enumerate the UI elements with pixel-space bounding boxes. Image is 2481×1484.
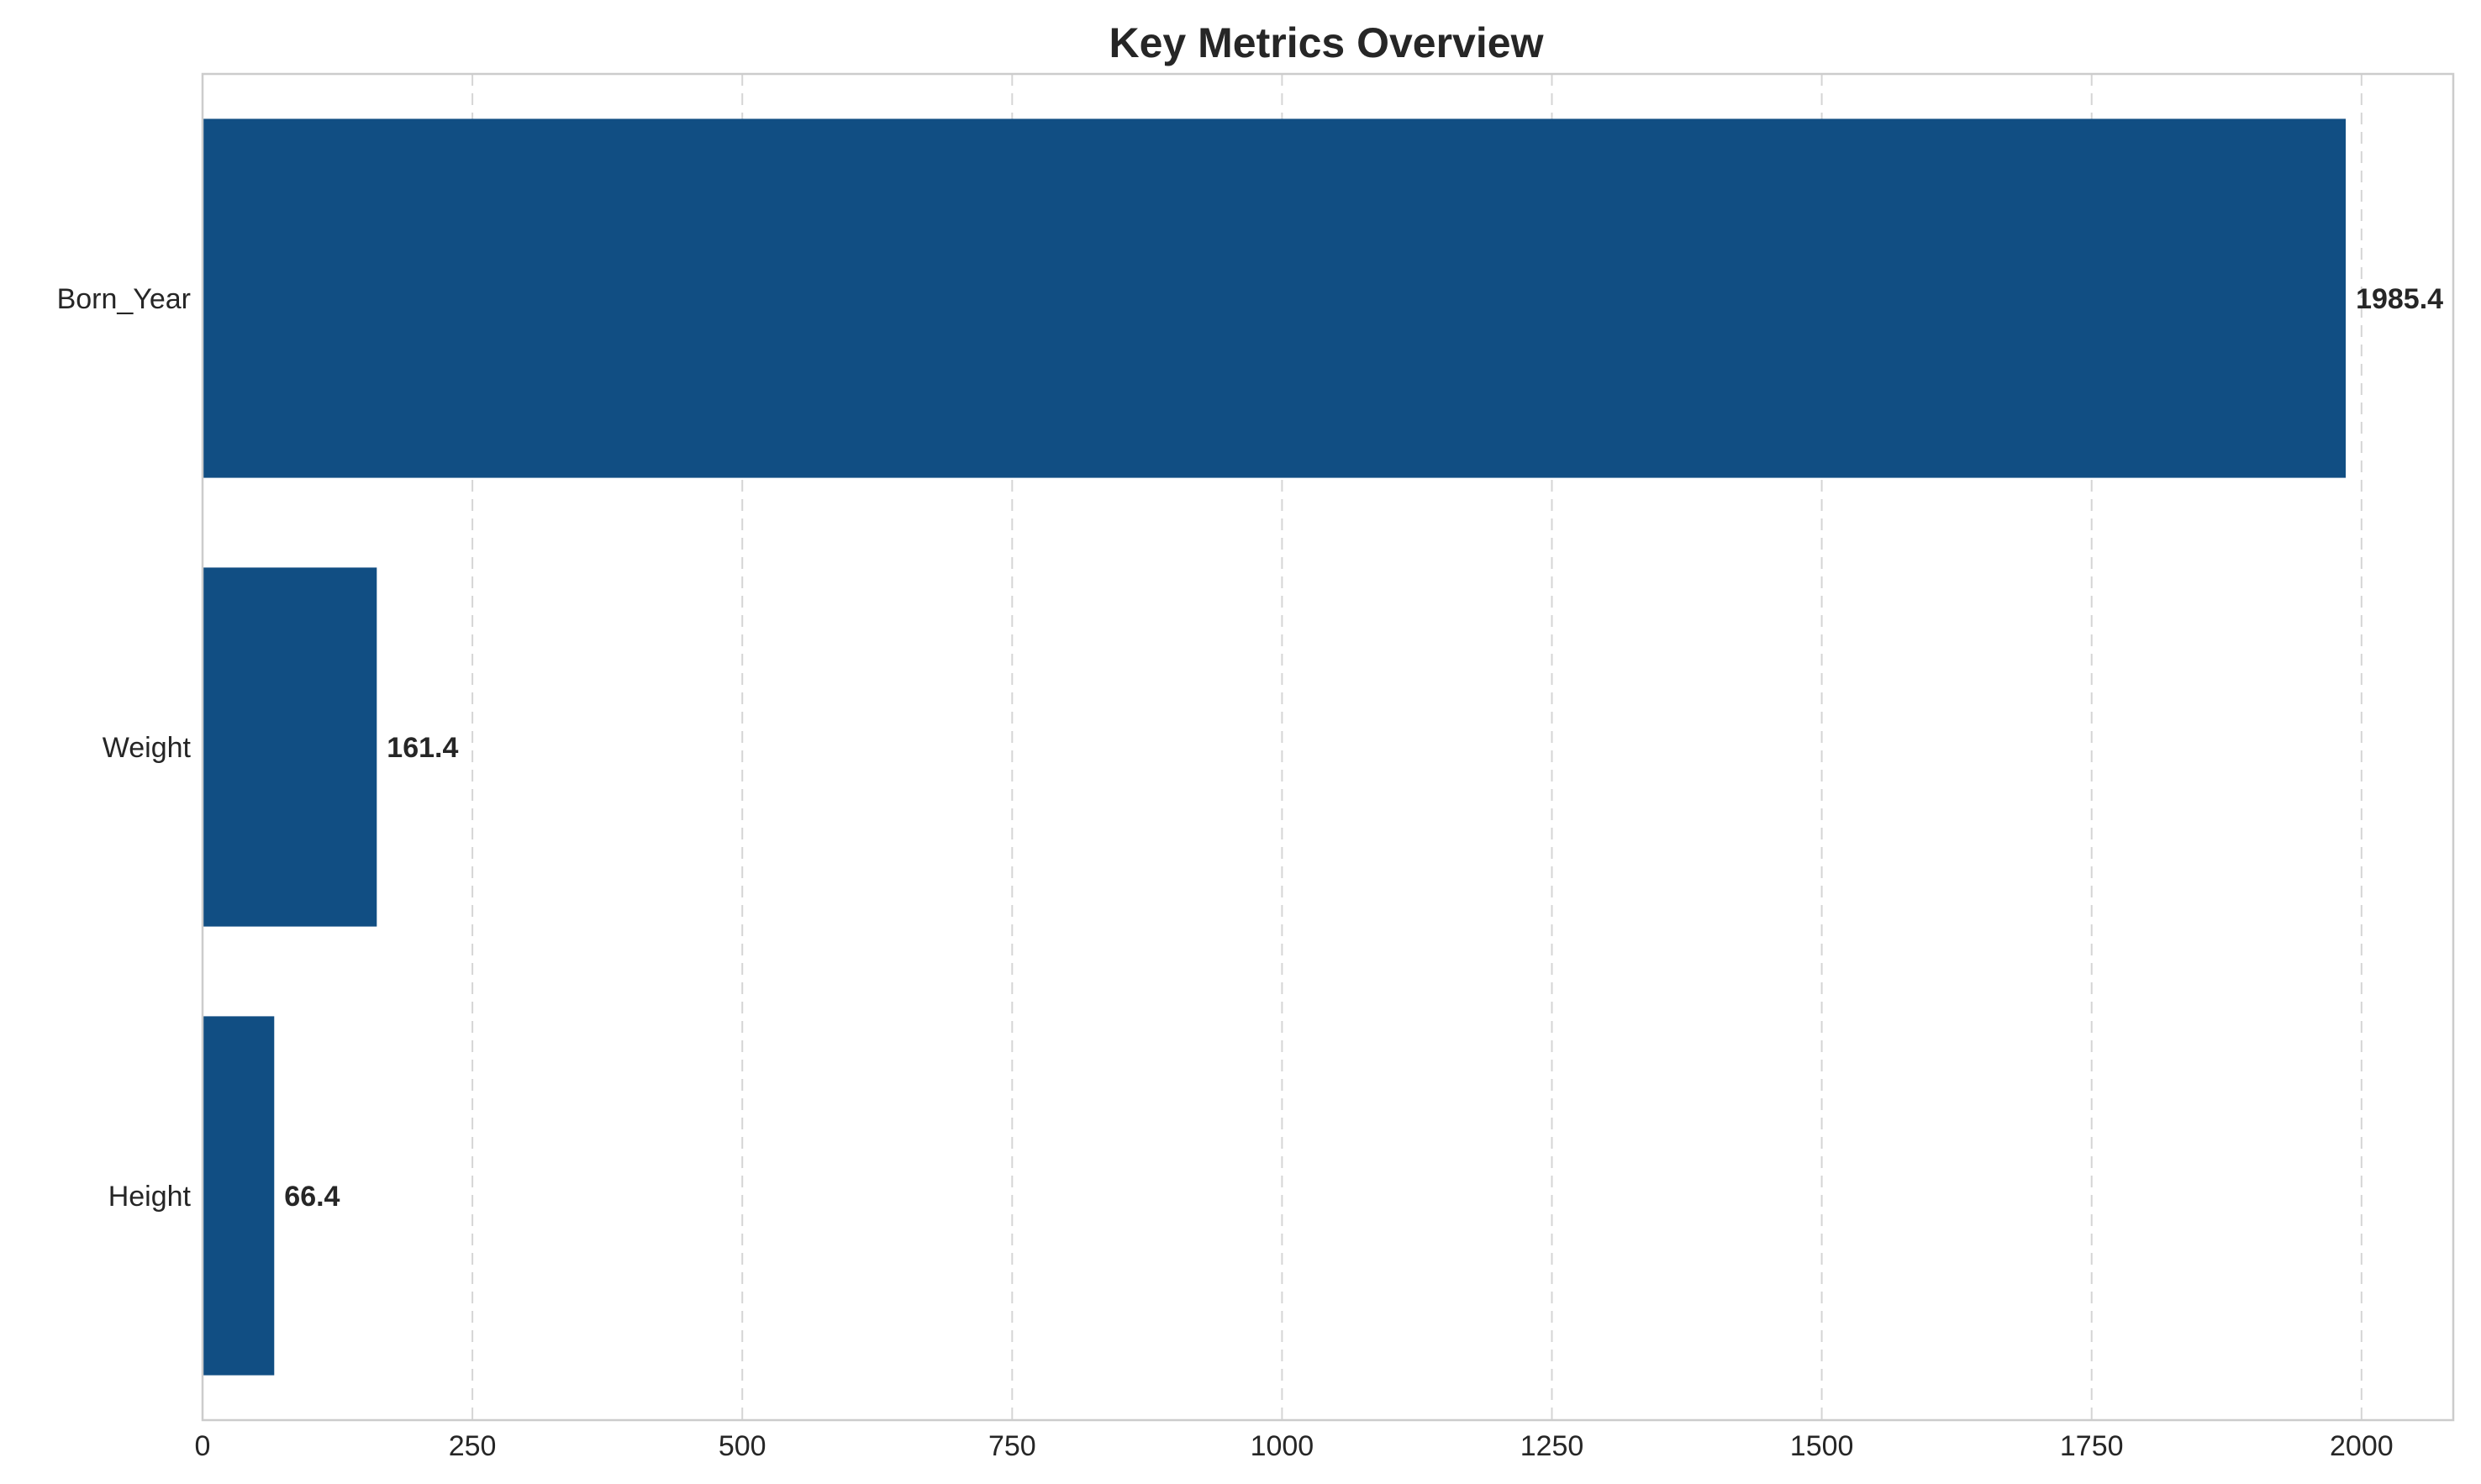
x-tick-label: 500 — [719, 1430, 766, 1462]
x-axis-ticks: 0 250 500 750 1000 1250 1500 1750 2000 — [195, 1430, 2394, 1462]
data-label: 66.4 — [284, 1181, 340, 1213]
chart-title: Key Metrics Overview — [1109, 19, 1544, 66]
x-tick-label: 1250 — [1520, 1430, 1584, 1462]
bar-height — [203, 1016, 275, 1376]
y-tick-label: Born_Year — [57, 283, 191, 315]
bar-born-year — [203, 118, 2347, 478]
x-tick-label: 1000 — [1251, 1430, 1314, 1462]
data-labels: 1985.4 161.4 66.4 — [284, 283, 2443, 1213]
x-tick-label: 250 — [449, 1430, 497, 1462]
x-tick-label: 2000 — [2330, 1430, 2394, 1462]
data-label: 161.4 — [387, 732, 458, 764]
data-label: 1985.4 — [2356, 283, 2443, 315]
bars — [203, 118, 2347, 1376]
x-tick-label: 1500 — [1790, 1430, 1854, 1462]
bar-weight — [203, 567, 377, 927]
x-tick-label: 750 — [988, 1430, 1036, 1462]
x-tick-label: 0 — [195, 1430, 211, 1462]
y-tick-label: Weight — [103, 732, 192, 764]
y-axis-ticks: Born_Year Weight Height — [57, 283, 192, 1213]
y-tick-label: Height — [108, 1181, 192, 1213]
x-tick-label: 1750 — [2060, 1430, 2124, 1462]
plot-frame — [201, 72, 2455, 1422]
